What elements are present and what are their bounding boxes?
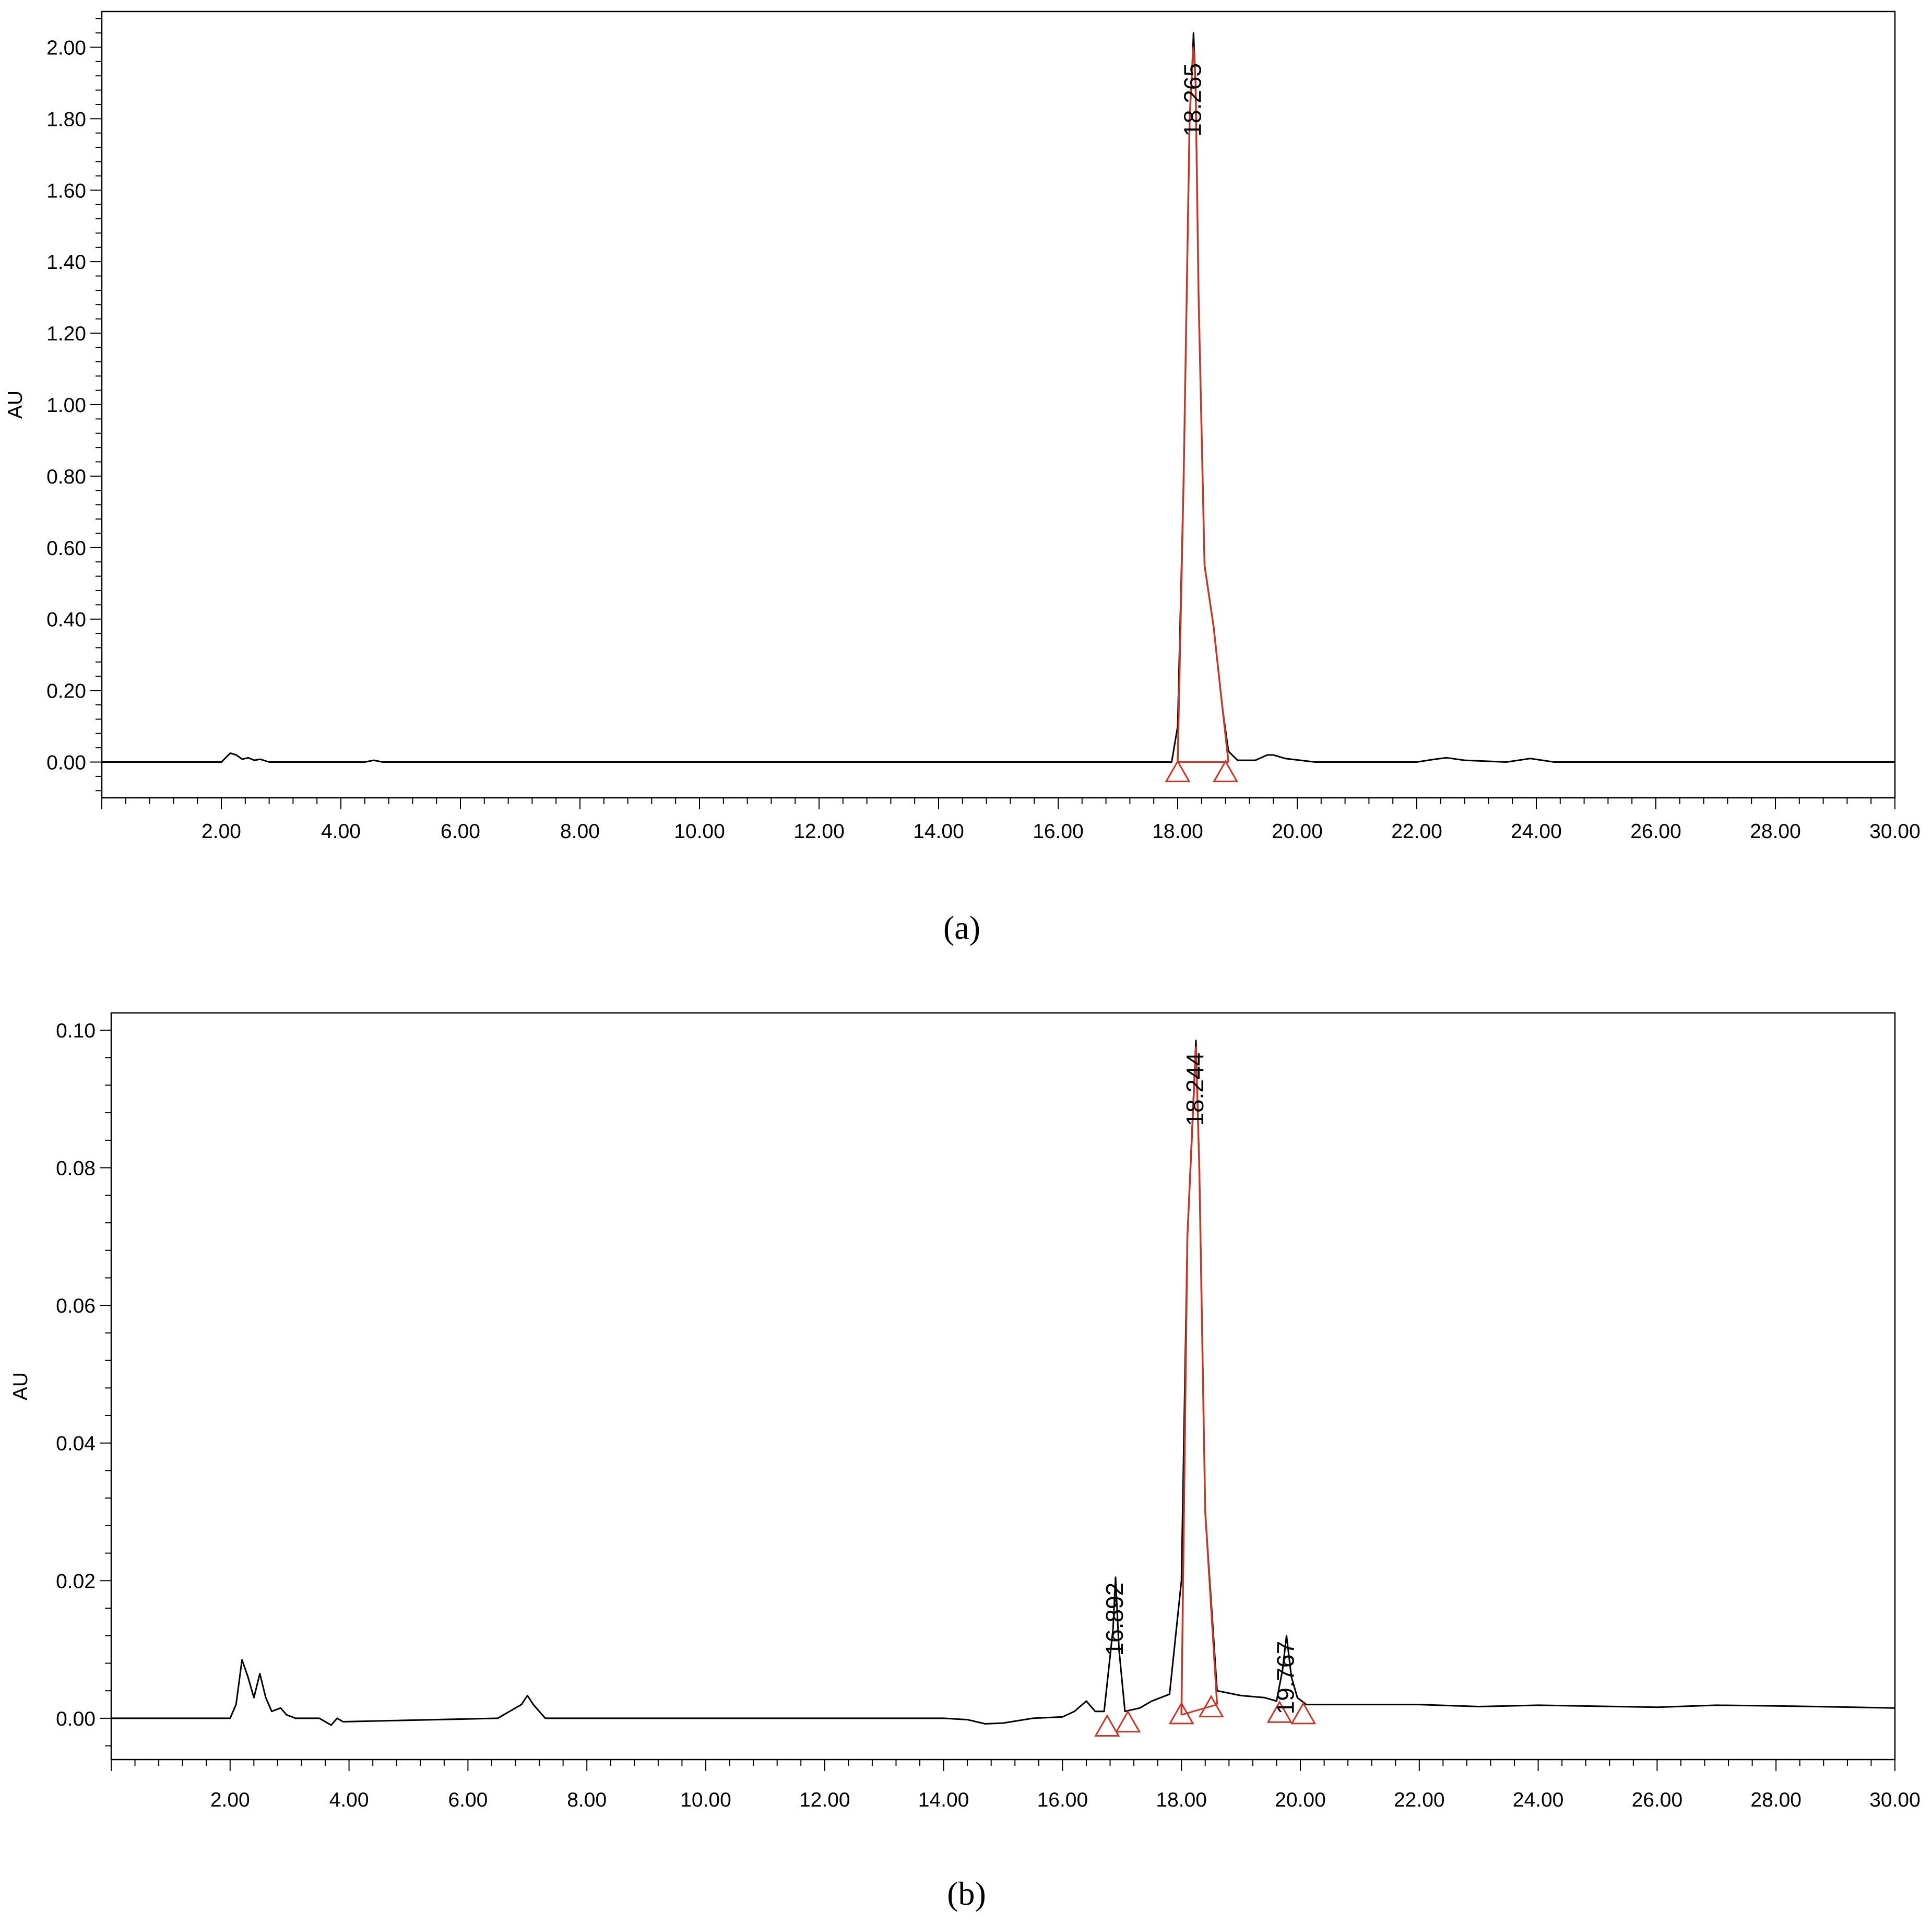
x-tick-label: 28.00 [1750,820,1801,843]
x-tick-label: 18.00 [1152,820,1203,843]
integrated-peak-trace [1180,1046,1218,1715]
y-tick-label: 1.40 [46,251,86,274]
x-tick-label: 24.00 [1511,820,1562,843]
panel-label: (a) [943,909,980,946]
x-tick-label: 16.00 [1033,820,1084,843]
plot-frame [110,1012,1896,1761]
x-tick-label: 6.00 [441,820,480,843]
x-tick-label: 28.00 [1750,1789,1801,1811]
peak-boundary-marker [1168,1702,1194,1725]
y-tick-label: 0.80 [46,466,86,488]
peak-boundary-marker [1266,1700,1293,1723]
peak-boundary-marker [1213,760,1239,783]
x-tick-label: 14.00 [918,1789,969,1811]
y-axis-label: AU [9,1372,32,1400]
chart-panel-b: 2.00 4.00 6.00 8.00 10.00 12.00 14.00 16.00 18.0… [9,1012,1921,1912]
y-tick-label: 0.02 [56,1570,96,1592]
y-tick-label: 0.60 [46,537,86,560]
y-tick-label: 2.00 [46,37,86,59]
integrated-peak-trace [1177,46,1230,762]
y-tick-label: 0.00 [56,1708,96,1730]
x-tick-label: 2.00 [202,820,241,843]
x-tick-label: 12.00 [793,820,845,843]
x-tick-label: 22.00 [1391,820,1442,843]
x-tick-label: 4.00 [329,1789,369,1811]
x-tick-label: 20.00 [1272,820,1323,843]
x-tick-label: 6.00 [448,1789,488,1811]
plot-frame [101,10,1896,799]
chart-panel-a: 2.00 4.00 6.00 8.00 10.00 12.00 14.00 16.00 18.0… [4,10,1921,946]
x-tick-label: 10.00 [674,820,725,843]
y-tick-label: 0.04 [56,1433,96,1455]
x-tick-label: 24.00 [1513,1789,1564,1811]
peak-boundary-marker [1290,1702,1317,1725]
x-tick-label: 2.00 [210,1789,250,1811]
peak-retention-time-label: 19.767 [1272,1641,1299,1715]
y-axis-label: AU [4,391,27,419]
x-tick-label: 8.00 [567,1789,607,1811]
y-tick-label: 0.00 [46,752,86,774]
y-tick-label: 1.60 [46,180,86,202]
chromatogram-trace [102,32,1895,763]
y-tick-label: 0.20 [46,680,86,703]
y-tick-label: 1.80 [46,108,86,131]
x-tick-label: 12.00 [799,1789,850,1811]
panel-label: (b) [947,1875,986,1912]
y-tick-label: 0.40 [46,609,86,631]
x-tick-label: 4.00 [321,820,361,843]
peak-boundary-marker [1165,760,1191,783]
peak-retention-time-label: 16.892 [1101,1583,1128,1656]
x-tick-label: 10.00 [680,1789,731,1811]
peak-boundary-marker [1198,1695,1224,1718]
peak-boundary-marker [1094,1714,1120,1737]
peak-retention-time-label: 18.265 [1179,63,1206,137]
x-tick-label: 30.00 [1869,820,1921,843]
x-tick-label: 18.00 [1156,1789,1207,1811]
y-tick-label: 0.08 [56,1158,96,1180]
chromatogram-trace [111,1040,1895,1726]
peak-boundary-marker [1115,1710,1141,1733]
x-tick-label: 8.00 [560,820,600,843]
x-tick-label: 14.00 [913,820,964,843]
y-tick-label: 0.10 [56,1020,96,1042]
x-tick-label: 26.00 [1632,1789,1683,1811]
x-tick-label: 22.00 [1394,1789,1445,1811]
peak-retention-time-label: 18.244 [1181,1053,1208,1126]
x-tick-label: 30.00 [1869,1789,1921,1811]
x-tick-label: 20.00 [1275,1789,1326,1811]
x-tick-label: 16.00 [1037,1789,1088,1811]
y-tick-label: 1.20 [46,323,86,345]
y-tick-label: 0.06 [56,1295,96,1317]
y-tick-label: 1.00 [46,394,86,417]
x-tick-label: 26.00 [1630,820,1681,843]
